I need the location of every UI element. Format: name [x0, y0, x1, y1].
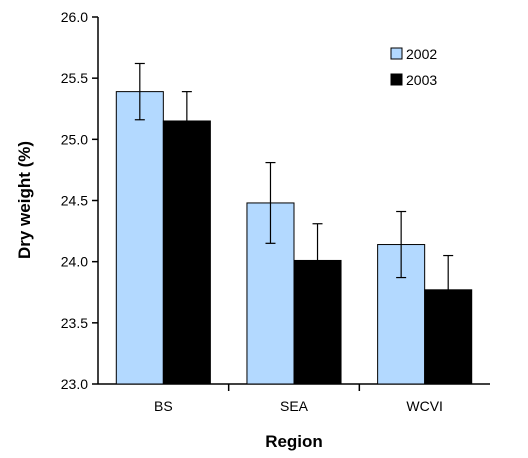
legend: 2002 2003 — [390, 46, 437, 88]
bar-2003-bs — [162, 120, 211, 385]
bars — [115, 91, 473, 385]
error-bar-2003-bs — [181, 91, 192, 151]
y-tick-label: 25.5 — [61, 70, 88, 86]
x-tick-label: WCVI — [406, 398, 443, 414]
legend-label-2002: 2002 — [406, 46, 437, 62]
y-tick-label: 23.0 — [61, 376, 88, 392]
error-bars — [134, 62, 454, 325]
legend-swatch-2003 — [390, 73, 403, 86]
x-tick-label: BS — [154, 398, 173, 414]
y-tick-label: 23.5 — [61, 315, 88, 331]
error-bar-2003-sea — [312, 223, 323, 298]
y-axis-title: Dry weight (%) — [15, 141, 34, 259]
legend-label-2003: 2003 — [406, 72, 437, 88]
x-tick-label: SEA — [280, 398, 309, 414]
bar-2002-bs — [115, 91, 164, 385]
x-ticks: BS SEA WCVI — [154, 384, 443, 414]
y-ticks: 23.0 23.5 24.0 24.5 25.0 25.5 26.0 — [61, 9, 98, 392]
x-axis-title: Region — [265, 432, 323, 451]
y-tick-label: 26.0 — [61, 9, 88, 25]
legend-swatch-2002 — [390, 47, 403, 60]
error-bar-2002-bs — [134, 62, 145, 121]
error-bar-2003-wcvi — [443, 254, 454, 325]
y-tick-label: 24.0 — [61, 254, 88, 270]
error-bar-2002-wcvi — [396, 210, 407, 279]
y-tick-label: 25.0 — [61, 131, 88, 147]
y-tick-label: 24.5 — [61, 193, 88, 209]
error-bar-2002-sea — [265, 161, 276, 244]
